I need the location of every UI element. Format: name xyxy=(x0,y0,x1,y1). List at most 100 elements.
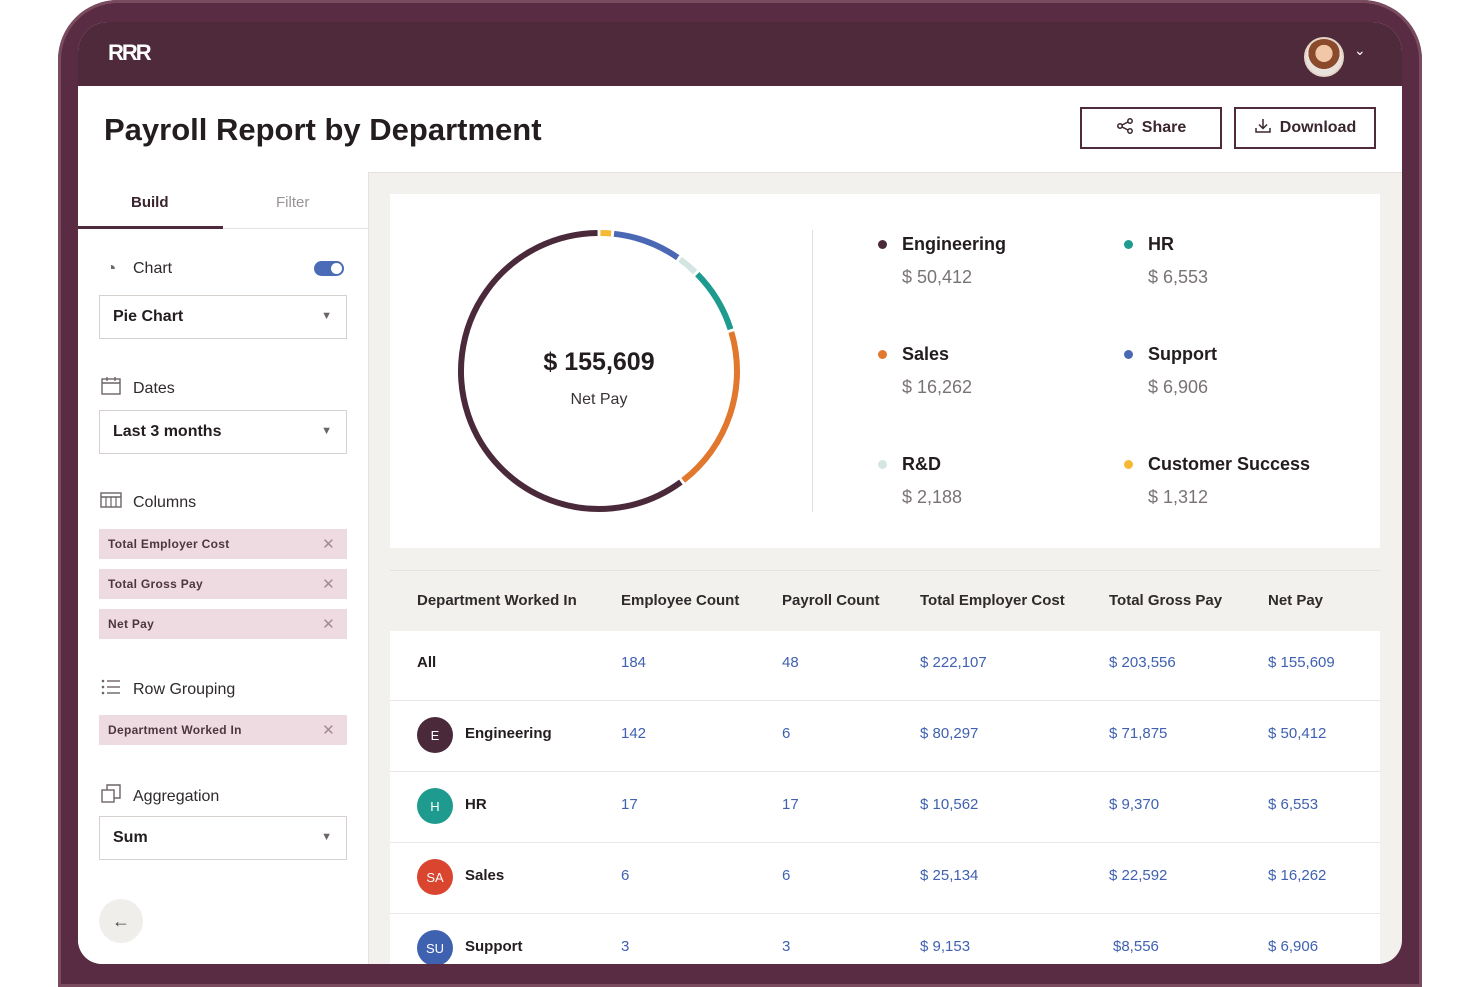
dates-select[interactable]: Last 3 months ▼ xyxy=(99,410,347,454)
aggregation-select[interactable]: Sum ▼ xyxy=(99,816,347,860)
tab-filter[interactable]: Filter xyxy=(276,194,310,211)
department-avatar: E xyxy=(417,717,453,753)
gross-pay-cell[interactable]: $ 22,592 xyxy=(1109,867,1168,884)
legend-value: $ 16,262 xyxy=(902,377,973,397)
department-avatar: SU xyxy=(417,930,453,964)
column-header[interactable]: Total Employer Cost xyxy=(920,592,1065,609)
caret-down-icon: ▼ xyxy=(321,310,332,322)
table-row[interactable]: SA Sales 6 6 $ 25,134 $ 22,592 $ 16,262 xyxy=(390,843,1380,914)
chart-divider xyxy=(812,230,813,512)
net-pay-cell[interactable]: $ 16,262 xyxy=(1268,867,1327,884)
tab-build[interactable]: Build xyxy=(131,194,169,211)
calendar-icon xyxy=(100,377,122,400)
row-grouping-section-label: Row Grouping xyxy=(100,678,235,701)
page-title: Payroll Report by Department xyxy=(104,112,542,147)
pie-slice-r-d[interactable] xyxy=(678,256,698,275)
table-row[interactable]: E Engineering 142 6 $ 80,297 $ 71,875 $ … xyxy=(390,701,1380,772)
employer-cost-cell[interactable]: $ 80,297 xyxy=(920,725,979,742)
pie-slice-support[interactable] xyxy=(613,230,680,261)
page-header: Payroll Report by Department Share Downl… xyxy=(78,86,1402,173)
gross-pay-cell[interactable]: $8,556 xyxy=(1113,938,1159,955)
table-row[interactable]: All 184 48 $ 222,107 $ 203,556 $ 155,609 xyxy=(390,630,1380,701)
columns-section-label: Columns xyxy=(100,492,196,513)
remove-icon[interactable]: ✕ xyxy=(322,616,335,633)
employer-cost-cell[interactable]: $ 9,153 xyxy=(920,938,971,955)
remove-icon[interactable]: ✕ xyxy=(322,576,335,593)
column-header[interactable]: Employee Count xyxy=(621,592,740,609)
employee-count-cell[interactable]: 184 xyxy=(621,654,647,671)
column-chip-label: Total Gross Pay xyxy=(108,577,203,591)
payroll-count-cell[interactable]: 17 xyxy=(782,796,799,813)
legend-dot xyxy=(878,460,887,469)
pie-slice-sales[interactable] xyxy=(681,331,740,483)
department-cell: Support xyxy=(465,938,523,955)
employee-count-cell[interactable]: 142 xyxy=(621,725,647,742)
table-row[interactable]: SU Support 3 3 $ 9,153 $8,556 $ 6,906 xyxy=(390,914,1380,964)
column-header[interactable]: Payroll Count xyxy=(782,592,880,609)
payroll-count-cell[interactable]: 3 xyxy=(782,938,791,955)
table-header: Department Worked In Employee Count Payr… xyxy=(390,570,1380,631)
column-header[interactable]: Department Worked In xyxy=(417,592,577,609)
gross-pay-cell[interactable]: $ 71,875 xyxy=(1109,725,1168,742)
pie-slice-engineering[interactable] xyxy=(458,230,683,512)
user-avatar[interactable] xyxy=(1304,37,1344,77)
column-chip: Total Employer Cost ✕ xyxy=(99,529,347,559)
gross-pay-cell[interactable]: $ 203,556 xyxy=(1109,654,1176,671)
row-grouping-label: Row Grouping xyxy=(133,680,236,698)
remove-icon[interactable]: ✕ xyxy=(322,722,335,739)
chevron-down-icon[interactable]: ⌄ xyxy=(1354,42,1366,58)
employer-cost-cell[interactable]: $ 25,134 xyxy=(920,867,979,884)
legend-name: R&D xyxy=(902,454,941,474)
app-window: RRR ⌄ Payroll Report by Department Share… xyxy=(78,22,1402,964)
column-header[interactable]: Total Gross Pay xyxy=(1109,592,1223,609)
row-grouping-chip-label: Department Worked In xyxy=(108,723,242,737)
share-button[interactable]: Share xyxy=(1080,107,1222,149)
report-builder-sidebar: Build Filter ◔ Chart Pie Chart ▼ Dates L… xyxy=(78,172,369,964)
column-chip-label: Net Pay xyxy=(108,617,155,631)
employer-cost-cell[interactable]: $ 222,107 xyxy=(920,654,987,671)
employer-cost-cell[interactable]: $ 10,562 xyxy=(920,796,979,813)
active-tab-indicator xyxy=(78,226,223,229)
row-grouping-chip: Department Worked In ✕ xyxy=(99,715,347,745)
aggregation-value: Sum xyxy=(113,829,148,846)
legend-name: Customer Success xyxy=(1148,454,1311,474)
employee-count-cell[interactable]: 17 xyxy=(621,796,638,813)
department-cell: Engineering xyxy=(465,725,552,742)
employee-count-cell[interactable]: 3 xyxy=(621,938,630,955)
net-pay-cell[interactable]: $ 155,609 xyxy=(1268,654,1335,671)
chart-section-label: ◔ Chart xyxy=(100,258,173,279)
remove-icon[interactable]: ✕ xyxy=(322,536,335,553)
payroll-count-cell[interactable]: 6 xyxy=(782,725,791,742)
top-bar: RRR ⌄ xyxy=(78,22,1402,86)
pie-slice-customer-success[interactable] xyxy=(600,230,612,237)
dates-label: Dates xyxy=(133,379,175,397)
arrow-left-icon: ← xyxy=(112,910,130,931)
app-logo[interactable]: RRR xyxy=(108,40,152,65)
department-avatar: SA xyxy=(417,859,453,895)
gross-pay-cell[interactable]: $ 9,370 xyxy=(1109,796,1160,813)
legend-value: $ 2,188 xyxy=(902,487,963,507)
dates-value: Last 3 months xyxy=(113,423,222,440)
chart-type-select[interactable]: Pie Chart ▼ xyxy=(99,295,347,339)
column-header[interactable]: Net Pay xyxy=(1268,592,1324,609)
column-chip-label: Total Employer Cost xyxy=(108,537,230,551)
legend-dot xyxy=(1124,350,1133,359)
net-pay-cell[interactable]: $ 50,412 xyxy=(1268,725,1327,742)
table-row[interactable]: H HR 17 17 $ 10,562 $ 9,370 $ 6,553 xyxy=(390,772,1380,843)
chart-toggle[interactable] xyxy=(314,261,344,276)
payroll-count-cell[interactable]: 48 xyxy=(782,654,799,671)
back-button[interactable]: ← xyxy=(99,899,143,943)
legend-dot xyxy=(878,350,887,359)
chart-icon: ◔ xyxy=(105,258,117,278)
net-pay-cell[interactable]: $ 6,553 xyxy=(1268,796,1319,813)
payroll-count-cell[interactable]: 6 xyxy=(782,867,791,884)
legend-value: $ 6,553 xyxy=(1148,267,1209,287)
net-pay-cell[interactable]: $ 6,906 xyxy=(1268,938,1319,955)
legend-value: $ 50,412 xyxy=(902,267,973,287)
dates-section-label: Dates xyxy=(100,377,175,400)
copy-icon xyxy=(100,784,122,809)
pie-slice-hr[interactable] xyxy=(695,271,734,331)
employee-count-cell[interactable]: 6 xyxy=(621,867,630,884)
download-button[interactable]: Download xyxy=(1234,107,1376,149)
caret-down-icon: ▼ xyxy=(321,831,332,843)
